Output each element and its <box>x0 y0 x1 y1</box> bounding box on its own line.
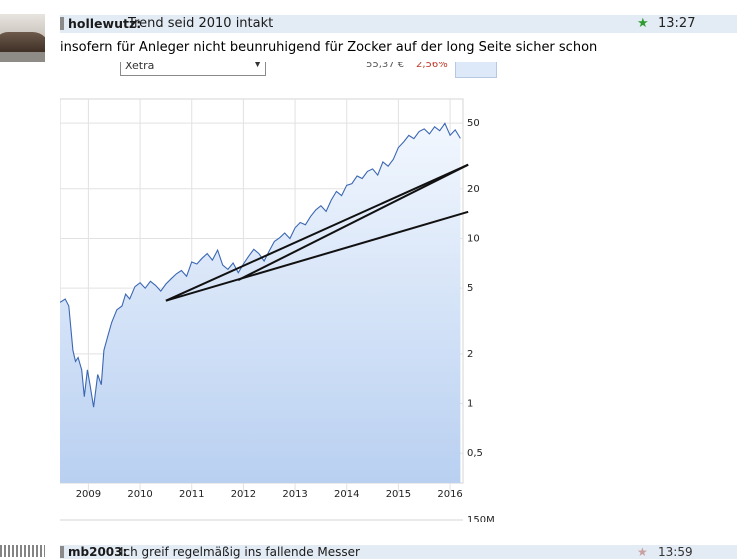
user-avatar[interactable] <box>0 14 45 62</box>
x-tick-label: 2012 <box>231 489 256 500</box>
y-tick-label: 10 <box>467 233 480 244</box>
post-title[interactable]: Trend seid 2010 intakt <box>128 16 274 31</box>
post-title-2[interactable]: Ich greif regelmäßig ins fallende Messer <box>120 545 360 559</box>
trendline <box>237 163 469 281</box>
change-value: 2,56% <box>416 62 448 70</box>
y-tick-label: 50 <box>467 118 480 129</box>
y-tick-label: 5 <box>467 283 473 294</box>
x-tick-label: 2014 <box>334 489 359 500</box>
x-tick-label: 2009 <box>76 489 101 500</box>
stock-chart-embed: Xetra ▼ 55,37 € 2,56% 2009 2010 2011 2012 20… <box>60 62 500 522</box>
post-marker <box>60 17 64 30</box>
x-tick-label: 2015 <box>386 489 411 500</box>
x-tick-label: 2013 <box>282 489 307 500</box>
post-body: insofern für Anleger nicht beunruhigend … <box>60 40 598 55</box>
user-avatar-2[interactable] <box>0 545 45 557</box>
star-icon[interactable]: ★ <box>637 16 649 31</box>
price-value: 55,37 € <box>366 62 405 70</box>
chart-thumbnail[interactable] <box>455 62 497 78</box>
volume-label: 150M <box>467 515 495 522</box>
trendline <box>165 210 469 302</box>
y-tick-label: 20 <box>467 184 480 195</box>
price-chart: 2009 2010 2011 2012 2013 2014 2015 2016 0,5 1 2 5 10… <box>60 98 495 522</box>
x-tick-label: 2010 <box>127 489 152 500</box>
post-time: 13:27 <box>658 16 696 31</box>
exchange-select[interactable]: Xetra ▼ <box>120 62 266 76</box>
post-time-2: 13:59 <box>658 545 693 559</box>
post-header-2: mb2003: Ich greif regelmäßig ins fallend… <box>60 545 737 559</box>
y-tick-label: 2 <box>467 349 473 360</box>
post-username-2[interactable]: mb2003: <box>68 545 128 559</box>
exchange-select-value: Xetra <box>125 62 155 72</box>
post-header: hollewutz: Trend seid 2010 intakt ★ 13:2… <box>60 15 737 33</box>
y-tick-label: 1 <box>467 399 473 410</box>
post-username[interactable]: hollewutz: <box>68 16 142 31</box>
price-line <box>60 122 461 408</box>
chevron-down-icon: ▼ <box>254 62 261 69</box>
x-tick-label: 2011 <box>179 489 204 500</box>
trendline <box>165 163 469 302</box>
y-tick-label: 0,5 <box>467 448 483 459</box>
post-marker-2 <box>60 546 64 558</box>
x-tick-label: 2016 <box>437 489 462 500</box>
star-icon-2[interactable]: ★ <box>637 545 648 559</box>
